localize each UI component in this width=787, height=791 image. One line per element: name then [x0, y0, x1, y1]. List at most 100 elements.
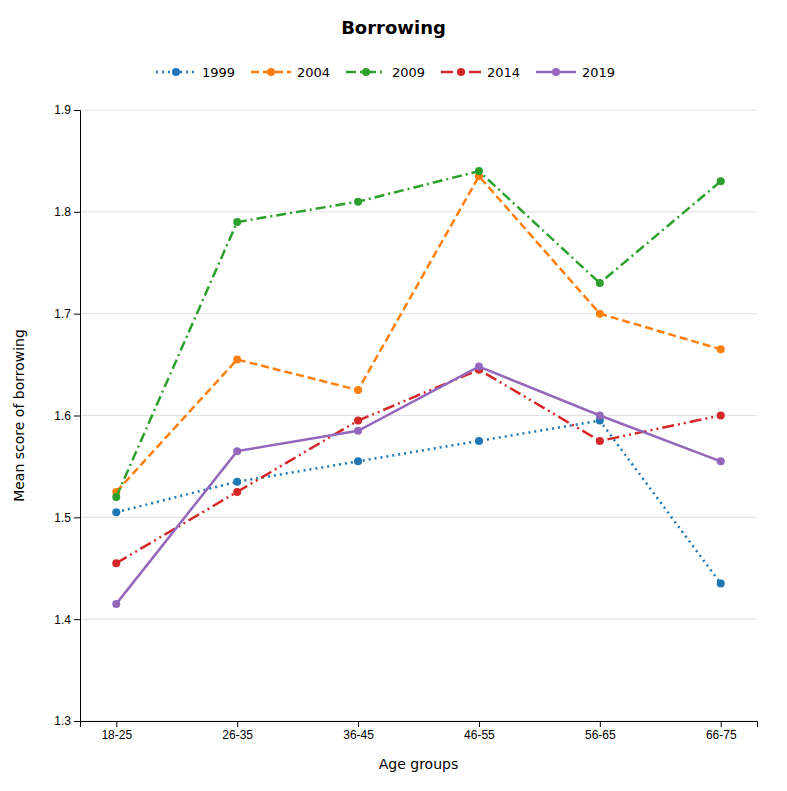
x-axis-title: Age groups [379, 756, 458, 772]
chart-container: Borrowing18-2526-3536-4546-5556-6566-751… [0, 0, 787, 791]
series-point [354, 198, 362, 206]
y-tick-mark [74, 212, 80, 213]
legend-marker [267, 68, 275, 76]
series-point [717, 177, 725, 185]
series-point [112, 600, 120, 608]
legend-label: 2004 [297, 65, 330, 80]
y-tick-mark [74, 110, 80, 111]
y-tick-mark [74, 721, 80, 722]
y-tick-mark [74, 517, 80, 518]
x-tick: 66-75 [706, 721, 737, 742]
legend-label: 2019 [582, 65, 615, 80]
y-tick-label: 1.4 [54, 613, 71, 627]
x-tick-label: 56-65 [585, 728, 616, 742]
series-line [116, 421, 720, 584]
series-point [717, 345, 725, 353]
series-point [354, 457, 362, 465]
series-point [475, 437, 483, 445]
series-point [475, 167, 483, 175]
legend-label: 1999 [202, 65, 235, 80]
y-tick-label: 1.3 [54, 714, 71, 728]
y-tick-mark [74, 619, 80, 620]
series-line [116, 176, 720, 492]
x-tick-label: 26-35 [222, 728, 253, 742]
x-tick: 18-25 [101, 721, 132, 742]
y-tick: 1.3 [54, 714, 80, 728]
legend-marker [552, 68, 560, 76]
x-tick: 36-45 [343, 721, 374, 742]
x-tick: 26-35 [222, 721, 253, 742]
grid-line [80, 415, 757, 416]
y-tick: 1.5 [54, 511, 80, 525]
y-tick: 1.9 [54, 103, 80, 117]
series-point [233, 447, 241, 455]
legend-item: 2009 [346, 65, 425, 80]
series-point [354, 427, 362, 435]
series-line [116, 171, 720, 497]
series-group [112, 167, 724, 608]
x-tick-mark [479, 721, 480, 727]
series-point [596, 310, 604, 318]
series-point [233, 478, 241, 486]
y-tick: 1.8 [54, 205, 80, 219]
x-tick-mark [358, 721, 359, 727]
legend-marker [172, 68, 180, 76]
series-point [354, 386, 362, 394]
series-point [233, 355, 241, 363]
series-point [717, 457, 725, 465]
series-point [717, 580, 725, 588]
legend-item: 2004 [251, 65, 330, 80]
legend-item: 2014 [441, 65, 520, 80]
series-point [475, 363, 483, 371]
y-axis: 1.3 1.4 1.5 1.6 1.7 1.8 1.9 [54, 103, 80, 728]
series-point [233, 488, 241, 496]
chart-title: Borrowing [341, 17, 446, 38]
x-tick-label: 36-45 [343, 728, 374, 742]
y-tick-mark [74, 416, 80, 417]
series-point [233, 218, 241, 226]
y-tick-label: 1.7 [54, 307, 71, 321]
chart-svg: Borrowing18-2526-3536-4546-5556-6566-751… [0, 0, 787, 791]
legend-item: 2019 [536, 65, 615, 80]
plot-area: 18-2526-3536-4546-5556-6566-751.31.41.51… [54, 103, 757, 741]
grid-line [80, 211, 757, 212]
series-point [596, 412, 604, 420]
series-point [112, 493, 120, 501]
x-tick: 46-55 [464, 721, 495, 742]
x-axis: 18-25 26-35 36-45 46-55 56-65 66-75 [81, 721, 758, 742]
y-tick: 1.4 [54, 613, 80, 627]
series-point [112, 559, 120, 567]
y-tick-label: 1.5 [54, 511, 71, 525]
y-tick: 1.6 [54, 409, 80, 423]
series-point [112, 508, 120, 516]
y-tick-label: 1.9 [54, 103, 71, 117]
y-axis-title: Mean score of borrowing [11, 329, 27, 502]
series-line [116, 367, 720, 604]
series-point [354, 417, 362, 425]
grid-line [80, 619, 757, 620]
x-tick-label: 46-55 [464, 728, 495, 742]
series-point [596, 279, 604, 287]
x-tick-mark [721, 721, 722, 727]
legend-marker [362, 68, 370, 76]
x-tick-mark [237, 721, 238, 727]
y-tick: 1.7 [54, 307, 80, 321]
x-tick-label: 18-25 [101, 728, 132, 742]
x-tick-mark [600, 721, 601, 727]
legend-marker [457, 68, 465, 76]
y-tick-label: 1.6 [54, 409, 71, 423]
x-tick-label: 66-75 [706, 728, 737, 742]
x-tick-mark [116, 721, 117, 727]
grid [80, 110, 757, 721]
y-tick-label: 1.8 [54, 205, 71, 219]
legend: 1999 2004 2009 2014 2019 [156, 65, 615, 80]
grid-line [80, 517, 757, 518]
grid-line [80, 110, 757, 111]
series-point [717, 412, 725, 420]
legend-label: 2014 [487, 65, 520, 80]
x-axis-line [81, 722, 758, 728]
y-axis-line [74, 111, 81, 722]
x-tick: 56-65 [585, 721, 616, 742]
y-tick-mark [74, 314, 80, 315]
legend-item: 1999 [156, 65, 235, 80]
